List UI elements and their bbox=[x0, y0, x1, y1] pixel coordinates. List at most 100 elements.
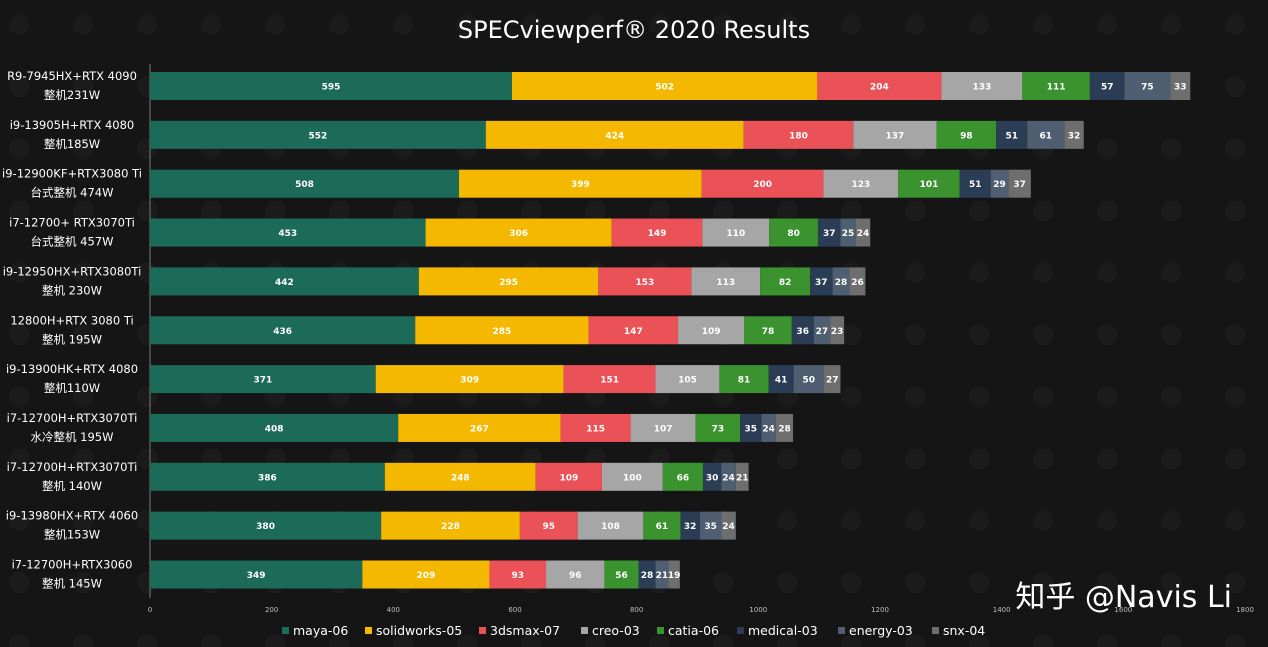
bar-segment-creo-03 bbox=[630, 413, 696, 442]
bar-segment-3dsmax-07 bbox=[560, 413, 631, 442]
data-label: 27 bbox=[816, 327, 829, 337]
data-label: 502 bbox=[655, 83, 674, 93]
data-label: 50 bbox=[803, 376, 816, 386]
bar-segment-snx-04 bbox=[1170, 72, 1191, 100]
data-label: 23 bbox=[831, 327, 844, 337]
bar-segment-maya-06 bbox=[150, 413, 399, 442]
bar-segment-snx-04 bbox=[775, 413, 794, 442]
bar-segment-snx-04 bbox=[668, 560, 680, 589]
bar-segment-catia-06 bbox=[898, 169, 960, 198]
category-label: 水冷整机 195W bbox=[31, 430, 114, 444]
category-label: 台式整机 474W bbox=[31, 186, 114, 200]
bar-segment-creo-03 bbox=[601, 462, 663, 491]
data-label: 81 bbox=[738, 376, 751, 386]
data-label: 153 bbox=[635, 278, 654, 288]
category-label: i9-13980HX+RTX 4060 bbox=[6, 509, 138, 523]
bar-segment-energy-03 bbox=[655, 560, 669, 589]
bar-segment-3dsmax-07 bbox=[701, 169, 824, 198]
legend-swatch-snx-04 bbox=[932, 627, 939, 634]
data-label: 424 bbox=[605, 131, 624, 141]
x-tick-label: 1000 bbox=[749, 606, 767, 614]
legend-label-creo-03: creo-03 bbox=[592, 623, 640, 638]
bar-segment-snx-04 bbox=[855, 218, 871, 247]
bar-segment-energy-03 bbox=[990, 169, 1009, 198]
bar-segment-medical-03 bbox=[680, 511, 700, 540]
data-label: 35 bbox=[744, 424, 757, 434]
category-label: i9-12900KF+RTX3080 Ti bbox=[2, 167, 142, 181]
bar-segment-snx-04 bbox=[721, 511, 736, 540]
category-label: 12800H+RTX 3080 Ti bbox=[10, 313, 133, 327]
bar-segment-creo-03 bbox=[702, 218, 770, 247]
data-label: 371 bbox=[253, 376, 272, 386]
category-label: 整机 145W bbox=[42, 577, 102, 591]
x-tick-label: 0 bbox=[148, 606, 152, 614]
bar-segment-solidworks-05 bbox=[459, 169, 702, 198]
legend-swatch-energy-03 bbox=[838, 627, 845, 634]
data-label: 111 bbox=[1047, 83, 1066, 93]
data-label: 151 bbox=[600, 376, 619, 386]
data-label: 32 bbox=[684, 522, 697, 532]
bar-segment-solidworks-05 bbox=[485, 120, 744, 149]
data-label: 35 bbox=[704, 522, 717, 532]
data-label: 436 bbox=[273, 327, 292, 337]
bar-segment-snx-04 bbox=[830, 316, 845, 345]
bar-segment-catia-06 bbox=[936, 120, 997, 149]
category-label: i7-12700H+RTX3060 bbox=[12, 558, 133, 572]
legend-label-solidworks-05: solidworks-05 bbox=[376, 623, 462, 638]
bar-segment-medical-03 bbox=[638, 560, 656, 589]
legend-swatch-medical-03 bbox=[737, 627, 744, 634]
bar-segment-medical-03 bbox=[702, 462, 722, 491]
bars-layer: 595 502 204 133 111 57 75 33 552 424 180 137 98 51 61 3… bbox=[150, 72, 1191, 589]
data-label: 33 bbox=[1174, 83, 1187, 93]
data-label: 78 bbox=[762, 327, 775, 337]
data-label: 113 bbox=[716, 278, 735, 288]
data-label: 80 bbox=[787, 229, 800, 239]
category-label: 整机231W bbox=[44, 88, 100, 102]
bar-segment-maya-06 bbox=[150, 218, 426, 247]
data-label: 57 bbox=[1101, 83, 1114, 93]
data-label: 137 bbox=[886, 131, 905, 141]
data-label: 123 bbox=[851, 180, 870, 190]
bar-segment-energy-03 bbox=[840, 218, 856, 247]
category-label: 整机153W bbox=[44, 528, 100, 542]
data-label: 93 bbox=[511, 571, 524, 581]
data-label: 30 bbox=[706, 473, 719, 483]
bar-segment-energy-03 bbox=[1027, 120, 1065, 149]
data-label: 21 bbox=[656, 571, 669, 581]
data-label: 28 bbox=[778, 424, 791, 434]
watermark: 知乎 @Navis Li bbox=[1015, 580, 1232, 615]
bar-segment-maya-06 bbox=[150, 316, 416, 345]
category-label: i9-13905H+RTX 4080 bbox=[10, 118, 135, 132]
bar-segment-3dsmax-07 bbox=[519, 511, 578, 540]
bar-segment-solidworks-05 bbox=[375, 365, 564, 394]
bar-segment-catia-06 bbox=[719, 365, 769, 394]
data-label: 41 bbox=[775, 376, 788, 386]
data-label: 37 bbox=[1013, 180, 1026, 190]
data-label: 29 bbox=[993, 180, 1006, 190]
data-label: 28 bbox=[835, 278, 848, 288]
bar-segment-catia-06 bbox=[769, 218, 818, 247]
data-label: 101 bbox=[920, 180, 939, 190]
data-label: 295 bbox=[499, 278, 518, 288]
data-label: 37 bbox=[815, 278, 828, 288]
data-label: 552 bbox=[309, 131, 328, 141]
data-label: 24 bbox=[722, 522, 735, 532]
x-tick-label: 1400 bbox=[993, 606, 1011, 614]
data-label: 51 bbox=[969, 180, 982, 190]
data-label: 73 bbox=[712, 424, 725, 434]
bar-segment-medical-03 bbox=[996, 120, 1028, 149]
data-label: 109 bbox=[702, 327, 721, 337]
bar-segment-creo-03 bbox=[546, 560, 605, 589]
bar-segment-medical-03 bbox=[1089, 72, 1125, 100]
bar-segment-maya-06 bbox=[150, 560, 363, 589]
data-label: 100 bbox=[623, 473, 642, 483]
bar-segment-maya-06 bbox=[150, 169, 460, 198]
category-label: i9-13900HK+RTX 4080 bbox=[6, 362, 138, 376]
data-label: 25 bbox=[842, 229, 855, 239]
legend-label-snx-04: snx-04 bbox=[943, 623, 985, 638]
bar-segment-catia-06 bbox=[1022, 72, 1090, 100]
data-label: 109 bbox=[559, 473, 578, 483]
x-tick-label: 200 bbox=[265, 606, 278, 614]
bar-segment-catia-06 bbox=[695, 413, 741, 442]
